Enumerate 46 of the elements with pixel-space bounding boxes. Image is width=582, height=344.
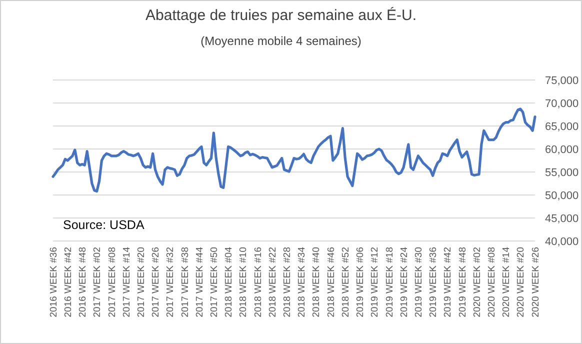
chart-subtitle: (Moyenne mobile 4 semaines) bbox=[200, 34, 362, 48]
x-tick-label: 2020 WEEK #26 bbox=[530, 247, 542, 318]
x-tick-label: 2016 WEEK #36 bbox=[48, 247, 60, 318]
x-tick-label: 2018 WEEK #46 bbox=[326, 247, 337, 318]
annotation: Source: USDA bbox=[63, 218, 145, 232]
x-tick-label: 2020 WEEK #20 bbox=[516, 247, 527, 318]
x-tick-label: 2019 WEEK #30 bbox=[413, 247, 424, 318]
x-tick-label: 2018 WEEK #10 bbox=[238, 247, 250, 318]
x-tick-label: 2019 WEEK #18 bbox=[384, 247, 396, 318]
y-tick-label: 45,000 bbox=[545, 212, 579, 225]
x-tick-label: 2019 WEEK #48 bbox=[457, 247, 468, 318]
x-tick-label: 2016 WEEK #42 bbox=[62, 247, 74, 318]
x-tick-label: 2017 WEEK #20 bbox=[136, 247, 147, 318]
x-tick-label: 2017 WEEK #50 bbox=[208, 247, 220, 318]
y-tick-label: 75,000 bbox=[545, 74, 579, 87]
y-tick-label: 55,000 bbox=[545, 166, 579, 179]
y-tick-label: 50,000 bbox=[545, 190, 579, 202]
y-tick-label: 70,000 bbox=[545, 98, 579, 110]
x-tick-label: 2020 WEEK #08 bbox=[486, 247, 498, 318]
x-tick-label: 2019 WEEK #24 bbox=[398, 247, 410, 318]
x-tick-label: 2020 WEEK #14 bbox=[501, 247, 512, 318]
x-tick-label: 2018 WEEK #28 bbox=[282, 247, 294, 318]
x-tick-label: 2019 WEEK #42 bbox=[442, 247, 454, 318]
x-tick-label: 2019 WEEK #36 bbox=[428, 247, 440, 318]
x-tick-label: 2019 WEEK #06 bbox=[355, 247, 366, 318]
y-tick-label: 65,000 bbox=[545, 120, 579, 133]
chart-title: Abattage de truies par semaine aux É-U. bbox=[146, 6, 416, 24]
x-tick-label: 2018 WEEK #22 bbox=[267, 247, 278, 318]
x-tick-label: 2018 WEEK #52 bbox=[340, 247, 352, 318]
x-tick-label: 2017 WEEK #08 bbox=[106, 247, 118, 318]
x-tick-label: 2017 WEEK #32 bbox=[165, 247, 176, 318]
y-tick-label: 40,000 bbox=[545, 236, 579, 248]
x-tick-label: 2017 WEEK #14 bbox=[121, 247, 132, 318]
x-tick-label: 2017 WEEK #02 bbox=[92, 247, 104, 318]
y-tick-label: 60,000 bbox=[545, 144, 579, 156]
x-tick-label: 2020 WEEK #02 bbox=[472, 247, 483, 318]
x-tick-label: 2017 WEEK #26 bbox=[150, 247, 162, 318]
x-tick-label: 2016 WEEK #48 bbox=[78, 247, 89, 318]
x-tick-label: 2019 WEEK #12 bbox=[370, 247, 381, 318]
x-tick-label: 2018 WEEK #40 bbox=[311, 247, 322, 318]
x-tick-label: 2017 WEEK #44 bbox=[194, 247, 206, 318]
x-tick-label: 2017 WEEK #38 bbox=[180, 247, 191, 318]
x-tick-label: 2018 WEEK #34 bbox=[296, 247, 308, 318]
line-series bbox=[52, 108, 536, 193]
x-tick-label: 2018 WEEK #04 bbox=[224, 247, 235, 318]
x-tick-label: 2018 WEEK #16 bbox=[252, 247, 264, 318]
